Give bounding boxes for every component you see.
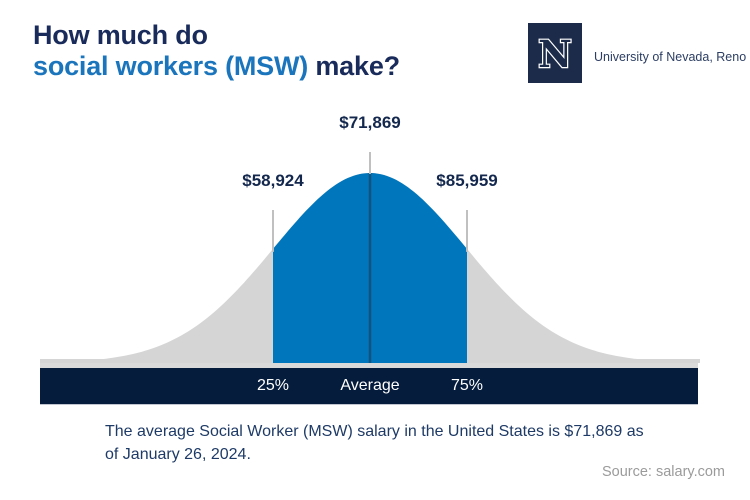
axis-band: 25% Average 75% <box>40 368 698 404</box>
unr-n-letter-icon: N <box>537 31 573 77</box>
unr-logo-icon: N <box>528 23 582 83</box>
marker-label-p75: $85,959 <box>436 171 498 190</box>
band-label-average: Average <box>340 377 400 394</box>
marker-label-average: $71,869 <box>339 113 401 132</box>
title-suffix: make? <box>308 51 400 81</box>
curve-baseline-strip <box>40 363 698 368</box>
title-highlight: social workers (MSW) <box>33 51 309 81</box>
source-attribution: Source: salary.com <box>601 464 725 480</box>
unr-logo-text: University of Nevada, Reno <box>594 50 747 64</box>
bell-curve-svg <box>40 152 700 363</box>
marker-label-p25: $58,924 <box>242 171 304 190</box>
band-label-p75: 75% <box>451 377 484 394</box>
title-line1: How much do <box>33 20 208 50</box>
caption-line-2: of January 26, 2024. <box>105 445 251 463</box>
band-label-p25: 25% <box>256 377 289 394</box>
caption-line-1: The average Social Worker (MSW) salary i… <box>105 423 644 440</box>
svg-text:N: N <box>538 32 572 76</box>
caption: The average Social Worker (MSW) salary i… <box>105 421 644 466</box>
page-title: How much do social workers (MSW) make? <box>33 20 400 82</box>
